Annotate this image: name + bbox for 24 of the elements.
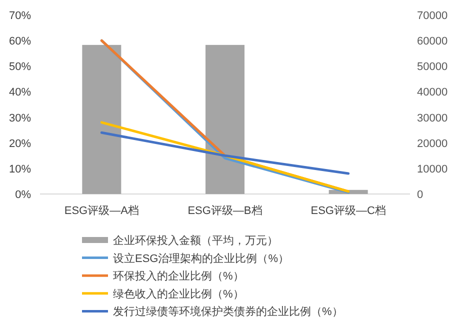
x-tick-label: ESG评级—C档: [310, 205, 386, 217]
legend-label: 绿色收入的企业比例（%）: [113, 287, 244, 300]
legend-label: 发行过绿债等环境保护类债券的企业比例（%）: [113, 305, 343, 318]
y2-tick-label: 10000: [417, 163, 448, 176]
y2-tick-label: 70000: [417, 10, 448, 22]
legend-label: 企业环保投入金额（平均，万元）: [113, 234, 278, 247]
x-tick-label: ESG评级—B档: [188, 205, 262, 217]
y2-tick-label: 20000: [417, 138, 448, 150]
legend-label: 环保投入的企业比例（%）: [113, 270, 244, 283]
y-tick-label: 0%: [15, 189, 32, 201]
x-tick-label: ESG评级—A档: [64, 205, 139, 217]
y-tick-label: 70%: [8, 10, 32, 22]
y2-tick-label: 60000: [417, 36, 448, 48]
y-tick-label: 30%: [8, 112, 32, 124]
y2-tick-label: 0: [417, 189, 424, 201]
y2-tick-label: 30000: [417, 112, 448, 124]
y2-tick-label: 40000: [417, 86, 448, 99]
y-tick-label: 20%: [8, 138, 32, 150]
y-tick-label: 40%: [8, 86, 32, 99]
y-tick-label: 10%: [8, 163, 32, 176]
y-tick-label: 60%: [8, 36, 32, 48]
y2-tick-label: 50000: [417, 61, 448, 74]
legend-label: 设立ESG治理架构的企业比例（%）: [113, 252, 290, 265]
y-tick-label: 50%: [8, 61, 32, 74]
